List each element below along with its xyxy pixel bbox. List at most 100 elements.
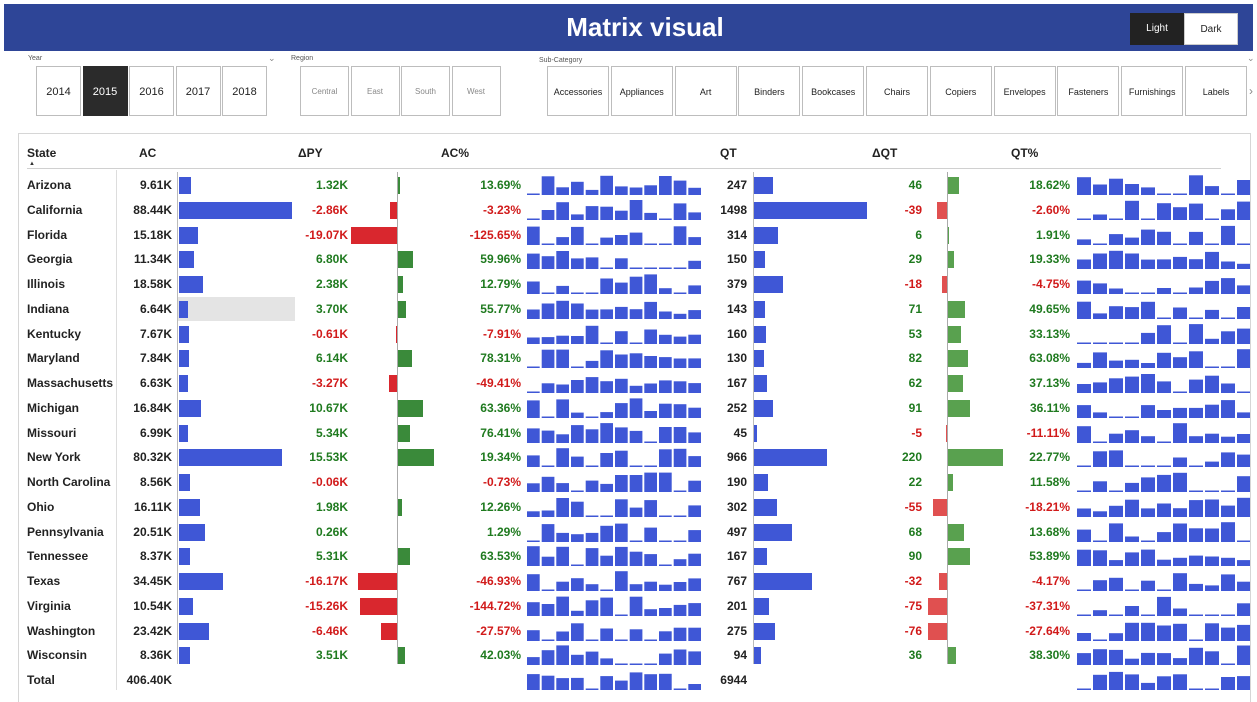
ac-percent-sparkline-bar [527,455,540,468]
qt-percent-sparkline-bar [1157,596,1171,616]
subcategory-option-appliances[interactable]: Appliances [610,66,673,116]
year-option-2017[interactable]: 2017 [175,66,221,116]
subcategory-option-envelopes[interactable]: Envelopes [993,66,1056,116]
column-header-qt-percent[interactable]: QT% [1011,146,1039,160]
subcategory-option-accessories[interactable]: Accessories [547,66,609,116]
delta-py-bar [397,424,410,442]
report-header: Matrix visual Light Dark [4,4,1253,51]
qt-percent-sparkline-bar [1109,614,1123,616]
ac-percent-sparkline [527,497,701,517]
subcategory-option-art[interactable]: Art [674,66,737,116]
ac-bar [179,647,190,665]
light-theme-button[interactable]: Light [1130,13,1184,45]
subcategory-option-furnishings[interactable]: Furnishings [1121,66,1184,116]
column-header-qt[interactable]: QT [720,146,737,160]
row-delta-qt-value: -32 [904,574,922,588]
qt-percent-sparkline [1077,472,1250,492]
region-option-south[interactable]: South [401,66,450,116]
ac-bar [179,325,189,343]
column-header-delta-py[interactable]: ΔPY [298,146,323,160]
qt-percent-sparkline-bar [1189,555,1203,567]
subcategory-option-copiers[interactable]: Copiers [929,66,992,116]
row-qt-value: 201 [726,598,747,613]
region-option-central[interactable]: Central [300,66,349,116]
qt-percent-sparkline-bar [1205,614,1219,616]
qt-percent-sparkline-bar [1237,433,1250,443]
subcategory-option-bookcases[interactable]: Bookcases [802,66,865,116]
row-delta-qt-value: 29 [908,252,922,267]
chevron-right-icon[interactable]: › [1249,84,1253,98]
qt-percent-sparkline-bar [1237,243,1250,245]
ac-percent-sparkline-bar [644,581,657,591]
ac-percent-sparkline-bar [673,627,687,641]
ac-percent-sparkline-bar [527,657,540,666]
qt-percent-sparkline-bar [1221,317,1235,319]
ac-percent-sparkline-bar [629,276,643,294]
year-option-2015[interactable]: 2015 [82,66,128,116]
qt-percent-sparkline-bar [1157,202,1171,220]
qt-percent-sparkline-bar [1205,243,1219,245]
qt-bar [754,251,766,269]
ac-percent-sparkline-bar [629,628,643,641]
ac-percent-sparkline-bar [659,403,672,418]
row-ac-value: 9.61K [139,178,172,192]
delta-py-bar [397,276,403,293]
column-header-delta-qt[interactable]: ΔQT [872,146,898,160]
total-qt-percent-sparkline [1077,671,1250,690]
region-option-east[interactable]: East [350,66,400,116]
qt-bar [754,226,778,244]
subcategory-option-labels[interactable]: Labels [1185,66,1247,116]
ac-percent-sparkline-bar [644,185,657,195]
qt-percent-sparkline-bar [1125,658,1139,666]
qt-percent-sparkline-bar [1125,429,1139,443]
subcategory-option-binders[interactable]: Binders [738,66,801,116]
row-qt-value: 190 [726,475,747,489]
ac-percent-sparkline-bar [527,218,540,220]
row-ac-value: 7.84K [139,351,172,366]
qt-percent-sparkline-bar [1189,317,1203,319]
row-state-label: Illinois [27,277,66,291]
delta-qt-bar [945,424,948,442]
row-delta-qt-value: -76 [904,623,922,638]
chevron-down-icon[interactable]: ⌄ [1247,53,1255,63]
delta-py-bar [358,573,397,590]
ac-percent-sparkline-bar [600,350,613,369]
row-ac-percent-value: -46.93% [476,574,521,588]
dark-theme-button[interactable]: Dark [1184,13,1238,45]
year-option-2018[interactable]: 2018 [222,66,267,116]
ac-percent-sparkline-bar [541,243,555,245]
ac-bar [179,251,194,269]
qt-percent-sparkline-bar [1141,477,1155,492]
chevron-down-icon[interactable]: ⌄ [268,53,276,63]
qt-percent-sparkline-bar [1221,330,1235,344]
qt-percent-sparkline-bar [1125,200,1139,220]
ac-percent-sparkline-bar [571,366,584,369]
row-ac-percent-value: 76.41% [480,425,521,440]
qt-percent-sparkline-bar [1189,323,1203,344]
ac-percent-sparkline-bar [541,589,555,591]
ac-percent-sparkline-bar [585,548,599,567]
ac-percent-sparkline-bar [556,335,569,344]
ac-percent-sparkline-bar [688,334,701,344]
region-option-west[interactable]: West [451,66,501,116]
ac-percent-sparkline-bar [585,292,599,294]
qt-percent-sparkline-bar [1093,441,1107,443]
total-ac-percent-sparkline-bar [629,672,643,690]
total-ac-value: 406.40K [126,673,172,687]
subcategory-slicer-label: Sub-Category [539,57,583,64]
ac-percent-sparkline-bar [644,499,657,517]
ac-percent-sparkline-bar [688,407,701,418]
column-header-ac-percent[interactable]: AC% [441,146,470,160]
ac-percent-sparkline-bar [585,416,599,418]
subcategory-option-chairs[interactable]: Chairs [866,66,928,116]
row-ac-percent-value: -144.72% [469,598,521,613]
column-header-ac[interactable]: AC [139,146,157,160]
subcategory-option-fasteners[interactable]: Fasteners [1057,66,1120,116]
year-option-2014[interactable]: 2014 [36,66,81,116]
year-option-2016[interactable]: 2016 [129,66,174,116]
qt-percent-sparkline-bar [1077,384,1091,393]
ac-percent-sparkline-bar [585,189,599,195]
delta-py-bar [390,201,398,219]
column-header-state[interactable]: State [27,146,57,160]
qt-bar [754,548,767,566]
